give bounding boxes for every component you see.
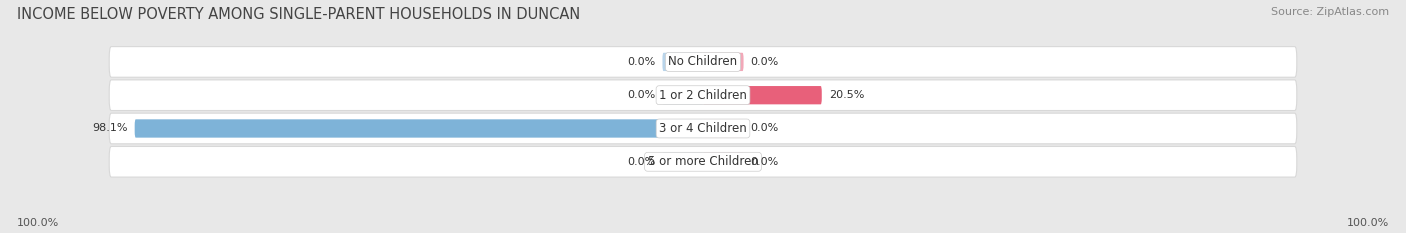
Text: 5 or more Children: 5 or more Children [648,155,758,168]
Text: 0.0%: 0.0% [751,57,779,67]
FancyBboxPatch shape [110,113,1296,144]
FancyBboxPatch shape [703,153,744,171]
Text: 20.5%: 20.5% [828,90,865,100]
Text: Source: ZipAtlas.com: Source: ZipAtlas.com [1271,7,1389,17]
Text: 0.0%: 0.0% [627,57,655,67]
FancyBboxPatch shape [110,47,1296,77]
FancyBboxPatch shape [662,153,703,171]
Text: 100.0%: 100.0% [17,218,59,228]
Text: 0.0%: 0.0% [627,157,655,167]
Text: 0.0%: 0.0% [627,90,655,100]
Text: 3 or 4 Children: 3 or 4 Children [659,122,747,135]
Text: 0.0%: 0.0% [751,157,779,167]
Text: 100.0%: 100.0% [1347,218,1389,228]
Text: No Children: No Children [668,55,738,69]
FancyBboxPatch shape [662,86,703,104]
FancyBboxPatch shape [703,53,744,71]
FancyBboxPatch shape [703,86,821,104]
Text: 0.0%: 0.0% [751,123,779,134]
FancyBboxPatch shape [703,119,744,138]
Text: INCOME BELOW POVERTY AMONG SINGLE-PARENT HOUSEHOLDS IN DUNCAN: INCOME BELOW POVERTY AMONG SINGLE-PARENT… [17,7,581,22]
FancyBboxPatch shape [135,119,703,138]
FancyBboxPatch shape [110,147,1296,177]
FancyBboxPatch shape [110,80,1296,110]
Text: 98.1%: 98.1% [93,123,128,134]
FancyBboxPatch shape [662,53,703,71]
Text: 1 or 2 Children: 1 or 2 Children [659,89,747,102]
